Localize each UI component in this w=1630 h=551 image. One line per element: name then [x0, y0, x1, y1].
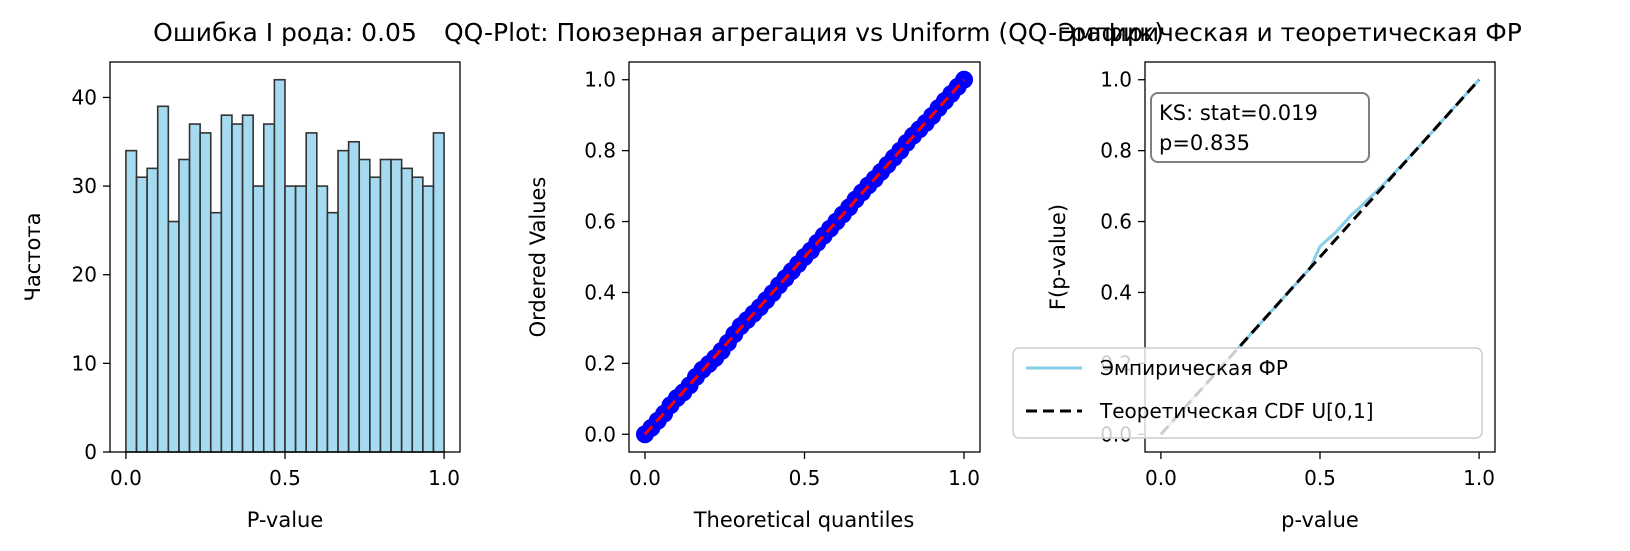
histogram-bar — [284, 185, 297, 453]
histogram-bar — [379, 158, 392, 453]
histogram-bar — [315, 185, 329, 453]
y-tick-label: 20 — [72, 263, 97, 287]
y-tick-label: 0.6 — [584, 210, 616, 234]
qq-x-label: Theoretical quantiles — [693, 508, 915, 532]
histogram-x-label: P-value — [247, 508, 324, 532]
qq-y-ticks: 0.0 0.2 0.4 0.6 0.8 1.0 — [584, 68, 629, 446]
qq-title: QQ-Plot: Поюзерная агрегация vs Uniform … — [444, 18, 1164, 47]
y-tick-label: 0.6 — [1100, 210, 1132, 234]
y-tick-label: 0.2 — [584, 351, 616, 375]
cdf-panel: 0.00.51.0 0.00.20.40.60.81.0 KS: stat=0.… — [1012, 18, 1522, 532]
y-tick-label: 30 — [72, 174, 97, 198]
histogram-bar — [146, 167, 159, 453]
cdf-x-ticks: 0.0 0.5 1.0 — [1145, 452, 1495, 490]
histogram-bar — [178, 158, 191, 453]
ks-p-text: p=0.835 — [1159, 131, 1250, 155]
cdf-x-label: p-value — [1281, 508, 1359, 532]
histogram-bar — [432, 132, 445, 453]
qq-y-label: Ordered Values — [526, 177, 550, 338]
x-tick-label: 0.5 — [269, 466, 301, 490]
qq-x-ticks: 0.0 0.5 1.0 — [629, 452, 980, 490]
y-tick-label: 10 — [72, 351, 97, 375]
histogram-bar — [294, 185, 307, 453]
histogram-bar — [390, 158, 403, 453]
theoretical-cdf-line — [1159, 78, 1481, 436]
qq-reference-line — [643, 78, 966, 436]
x-tick-label: 0.5 — [1304, 466, 1336, 490]
histogram-bar — [199, 132, 212, 453]
histogram-bar — [411, 176, 424, 453]
cdf-y-label: F(p-value) — [1046, 204, 1070, 310]
histogram-bar — [220, 114, 233, 453]
histogram-y-ticks: 0 10 20 30 40 — [72, 85, 110, 464]
histogram-bar — [422, 185, 435, 453]
cdf-title: Эмпирическая и теоретическая ФР — [1058, 18, 1522, 47]
y-tick-label: 0.4 — [584, 280, 616, 304]
histogram-bar — [125, 149, 138, 453]
histogram-x-ticks: 0.0 0.5 1.0 — [110, 452, 460, 490]
histogram-bar — [262, 123, 276, 453]
histogram-y-label: Частота — [21, 213, 45, 302]
ks-annotation-box: KS: stat=0.019 p=0.835 — [1150, 92, 1370, 163]
x-tick-label: 1.0 — [428, 466, 460, 490]
y-tick-label: 0.8 — [1100, 139, 1132, 163]
x-tick-label: 0.0 — [629, 466, 661, 490]
histogram-bar — [400, 167, 414, 453]
histogram-panel: 0.0 0.5 1.0 0 10 20 30 40 P-value Частота Ошиб… — [21, 18, 461, 532]
y-tick-label: 0.4 — [1100, 280, 1132, 304]
histogram-bar — [209, 211, 223, 453]
histogram-bar — [156, 105, 170, 453]
histogram-bar — [347, 140, 361, 453]
histogram-bar — [231, 123, 244, 453]
x-tick-label: 1.0 — [1463, 466, 1495, 490]
y-tick-label: 0.8 — [584, 139, 616, 163]
histogram-bar — [358, 158, 371, 453]
histogram-bar — [273, 78, 286, 453]
histogram-bar — [241, 114, 254, 453]
legend-theoretical-label: Теоретическая CDF U[0,1] — [1099, 399, 1374, 423]
qq-plot-panel: 0.0 0.5 1.0 0.0 0.2 0.4 0.6 0.8 1.0 Theoretical… — [444, 18, 1164, 532]
x-tick-label: 0.0 — [1145, 466, 1177, 490]
y-tick-label: 1.0 — [1100, 68, 1132, 92]
histogram-bar — [188, 123, 201, 453]
ks-stat-text: KS: stat=0.019 — [1159, 101, 1318, 125]
cdf-legend: Эмпирическая ФР Теоретическая CDF U[0,1] — [1012, 347, 1483, 439]
y-tick-label: 0 — [84, 440, 97, 464]
histogram-bar — [326, 211, 339, 453]
y-tick-label: 40 — [72, 85, 97, 109]
histogram-bar — [252, 185, 265, 453]
histogram-bar — [305, 132, 318, 453]
histogram-bar — [337, 149, 350, 453]
y-tick-label: 0.0 — [584, 422, 616, 446]
histogram-bars — [125, 78, 445, 453]
y-tick-label: 1.0 — [584, 68, 616, 92]
histogram-bar — [369, 176, 382, 453]
legend-empirical-label: Эмпирическая ФР — [1100, 356, 1288, 380]
histogram-bar — [135, 176, 148, 453]
x-tick-label: 0.5 — [789, 466, 821, 490]
histogram-title: Ошибка I рода: 0.05 — [153, 18, 417, 47]
histogram-bar — [167, 220, 180, 453]
x-tick-label: 1.0 — [948, 466, 980, 490]
x-tick-label: 0.0 — [110, 466, 142, 490]
